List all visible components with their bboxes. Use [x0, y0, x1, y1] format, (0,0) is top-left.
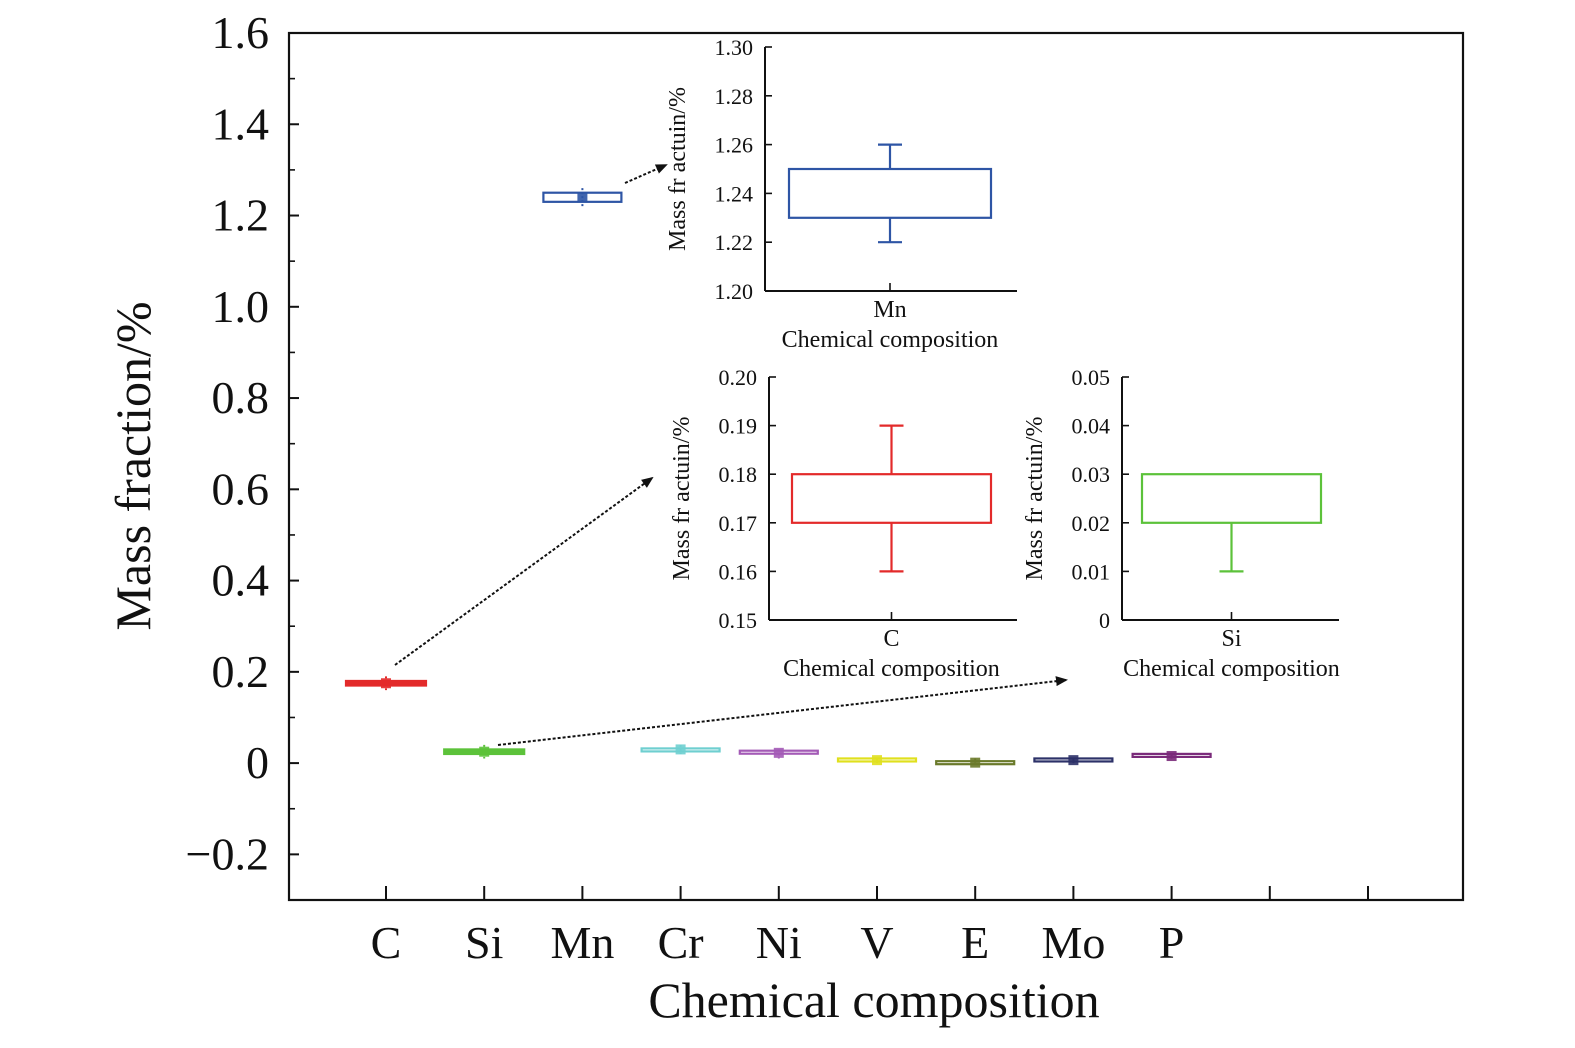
box-mean-marker [577, 192, 588, 203]
box-e [935, 757, 1016, 768]
inset-y-axis-title: Mass fr actuin/% [665, 87, 691, 251]
y-tick-label: 0.8 [212, 372, 270, 423]
box-p [1131, 751, 1212, 762]
inset-y-axis-title: Mass fr actuin/% [669, 417, 695, 581]
box-mean-marker [1166, 751, 1177, 762]
inset-box-body [1140, 473, 1323, 524]
y-tick-label: 1.6 [212, 7, 270, 58]
inset-y-tick-label: 1.24 [715, 181, 754, 206]
callout-arrow [394, 476, 654, 666]
inset-y-tick-label: 1.20 [715, 279, 754, 304]
box-mean-marker [479, 746, 490, 757]
inset-y-tick-label: 0.05 [1072, 365, 1111, 390]
x-tick-label: Mn [550, 917, 614, 968]
y-tick-label: −0.2 [186, 828, 269, 879]
x-axis-title: Chemical composition [648, 972, 1099, 1028]
box-mean-marker [872, 755, 882, 766]
inset-y-tick-label: 0.19 [719, 414, 758, 439]
box-mo [1033, 755, 1114, 766]
inset-y-tick-label: 0.20 [719, 365, 758, 390]
x-tick-label: E [961, 917, 989, 968]
box-mn [542, 188, 623, 207]
x-tick-label: P [1159, 917, 1185, 968]
y-tick-label: 1.4 [212, 98, 270, 149]
x-tick-label: Ni [756, 917, 802, 968]
inset-x-tick-label: C [883, 626, 899, 652]
y-tick-label: 1.2 [212, 190, 270, 241]
inset-y-tick-label: 1.26 [715, 133, 754, 158]
inset-y-tick-label: 0.01 [1072, 559, 1111, 584]
callout-arrow [497, 676, 1068, 746]
box-si [443, 744, 526, 759]
y-tick-label: 1.0 [212, 281, 270, 332]
inset-x-tick-label: Si [1221, 626, 1241, 652]
y-tick-label: 0 [246, 737, 269, 788]
callout-arrows [394, 164, 1068, 746]
inset-y-tick-label: 1.30 [715, 35, 754, 60]
x-tick-label: Cr [658, 917, 704, 968]
inset-chart-c: 0.15 0.16 0.17 0.18 0.19 0.20 C Chemical compos… [669, 365, 1017, 682]
inset-box-body [787, 167, 993, 219]
inset-x-tick-label: Mn [873, 297, 906, 323]
box-ni [738, 747, 819, 759]
box-c [344, 676, 428, 691]
inset-chart-si: 0 0.01 0.02 0.03 0.04 0.05 Si Chemical composit… [1022, 365, 1340, 682]
inset-y-tick-label: 0.04 [1072, 414, 1111, 439]
main-chart: −0.2 0 0.2 0.4 0.6 0.8 1.0 1.2 1.4 1.6 C Si Mn Cr Ni V E… [105, 7, 1465, 1028]
inset-y-tick-label: 0.16 [719, 559, 758, 584]
x-tick-label: Mo [1041, 917, 1105, 968]
box-mean-marker [381, 678, 391, 689]
inset-y-tick-label: 0.02 [1072, 511, 1111, 536]
y-tick-label: 0.6 [212, 463, 270, 514]
x-tick-label: Si [465, 917, 503, 968]
inset-y-tick-label: 0 [1099, 608, 1110, 633]
inset-x-axis-title: Chemical composition [783, 656, 1000, 682]
y-tick-label: 0.4 [212, 555, 270, 606]
box-mean-marker [773, 747, 784, 758]
box-mean-marker [970, 757, 981, 768]
y-axis-title: Mass fraction/% [105, 301, 161, 630]
callout-arrow [624, 164, 668, 184]
inset-y-axis-title: Mass fr actuin/% [1022, 417, 1048, 581]
inset-box-body [790, 473, 993, 524]
box-mean-marker [1068, 755, 1079, 766]
box-mean-marker [675, 744, 686, 755]
x-tick-label: V [860, 917, 893, 968]
inset-y-tick-label: 1.28 [715, 84, 754, 109]
inset-x-axis-title: Chemical composition [1123, 656, 1340, 682]
inset-y-tick-label: 0.17 [719, 511, 758, 536]
inset-y-tick-label: 0.03 [1072, 462, 1111, 487]
inset-y-tick-label: 1.22 [715, 230, 754, 255]
x-tick-label: C [371, 917, 402, 968]
inset-chart-mn: 1.20 1.22 1.24 1.26 1.28 1.30 Mn Chemical compo… [665, 35, 1017, 353]
inset-y-tick-label: 0.15 [719, 608, 758, 633]
box-v [836, 755, 918, 766]
box-cr [640, 744, 721, 755]
plot-frame [287, 31, 1465, 902]
inset-y-tick-label: 0.18 [719, 462, 758, 487]
inset-x-axis-title: Chemical composition [782, 327, 999, 353]
y-tick-label: 0.2 [212, 646, 270, 697]
